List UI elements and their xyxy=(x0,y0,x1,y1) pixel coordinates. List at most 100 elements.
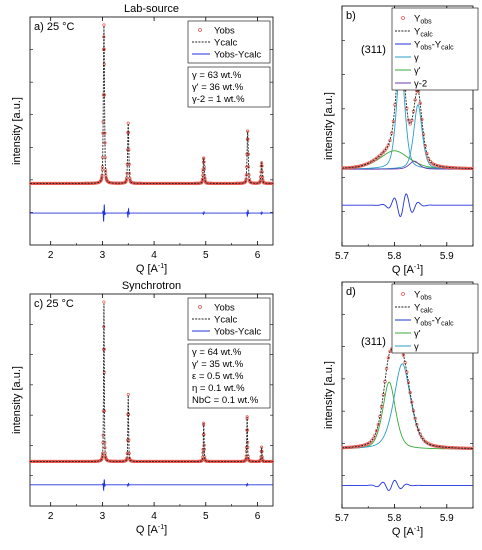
phase-fraction: γ-2 = 1 wt.% xyxy=(192,94,245,105)
yobs-point xyxy=(270,181,275,185)
legend-label: Yobs xyxy=(414,290,432,302)
yobs-point xyxy=(470,166,474,171)
panel-d: 5.7 5.8 5.9 Q [A-1] intensity [a.u.] d) (311) Y… xyxy=(323,281,479,538)
x-tick-label: 5 xyxy=(203,250,209,261)
x-tick-label: 6 xyxy=(255,511,261,522)
legend-label: Yobs-Ycalc xyxy=(414,40,454,52)
yobs-point xyxy=(457,446,461,450)
yobs-point xyxy=(369,439,374,443)
yobs-point xyxy=(129,180,133,184)
x-axis-label: Q [A-1] xyxy=(392,526,423,538)
x-tick-label: 5.8 xyxy=(387,513,401,524)
panel-label: b) xyxy=(346,10,356,22)
yobs-point xyxy=(126,392,130,397)
yobs-point xyxy=(383,148,387,152)
yobs-point xyxy=(428,159,432,164)
phase-fraction: NbC = 0.1 wt.% xyxy=(192,395,259,406)
yobs-point xyxy=(105,179,109,183)
x-tick-label: 4 xyxy=(151,250,157,261)
yobs-point xyxy=(260,449,264,453)
yobs-point xyxy=(460,446,464,450)
chart-title: Lab-source xyxy=(124,3,179,15)
legend-label: Ycalc xyxy=(414,303,433,315)
phase-fraction: γ' = 36 wt.% xyxy=(192,82,244,93)
yobs-point xyxy=(410,400,414,404)
ycalc-line xyxy=(341,348,473,449)
yobs-point xyxy=(366,161,370,165)
legend-label: Yobs-Ycalc xyxy=(214,327,261,338)
ycalc-line xyxy=(30,303,273,462)
yobs-point xyxy=(438,164,442,168)
legend-box xyxy=(391,7,479,91)
yobs-point xyxy=(453,446,458,450)
x-axis-label: Q [A-1] xyxy=(392,264,423,276)
yobs-point xyxy=(204,459,209,463)
x-tick-label: 4 xyxy=(151,511,157,522)
yobs-point xyxy=(435,163,439,168)
phase-box xyxy=(187,66,271,108)
x-tick-label: 2 xyxy=(48,511,54,522)
legend-label: Ycalc xyxy=(214,315,237,326)
yobs-point xyxy=(379,152,384,156)
phase-fraction: ε = 0.5 wt.% xyxy=(192,371,244,382)
phase-fraction: γ' = 35 wt.% xyxy=(192,359,244,370)
phase-curve xyxy=(341,381,473,450)
peak-label: (311) xyxy=(361,336,386,348)
legend-label: Yobs xyxy=(414,14,432,26)
y-axis-label: intensity [a.u.] xyxy=(323,361,335,429)
difference-line xyxy=(342,193,473,217)
peak-label: (311) xyxy=(361,44,386,56)
yobs-point xyxy=(102,23,106,27)
yobs-point xyxy=(344,166,349,170)
plot-frame xyxy=(341,281,474,509)
legend-label: Ycalc xyxy=(214,38,237,49)
legend-marker-yobs xyxy=(401,16,405,20)
plot-frame xyxy=(341,5,474,247)
yobs-point xyxy=(270,459,275,464)
chart-title: Synchrotron xyxy=(122,280,181,292)
y-axis-label: intensity [a.u.] xyxy=(11,97,23,165)
yobs-point xyxy=(371,436,375,441)
yobs-point xyxy=(102,47,106,52)
panel-label: d) xyxy=(346,286,356,298)
difference-line xyxy=(342,479,473,491)
legend-marker-yobs xyxy=(401,292,405,296)
yobs-point xyxy=(129,459,133,463)
legend-marker-yobs xyxy=(198,28,202,32)
yobs-point xyxy=(341,446,345,450)
phase-box xyxy=(187,343,271,409)
ycalc-line xyxy=(30,25,273,184)
difference-line xyxy=(30,479,273,492)
yobs-point xyxy=(105,458,109,462)
legend-label: γ-2 xyxy=(414,79,427,90)
yobs-point xyxy=(428,442,432,447)
legend-label: Yobs xyxy=(214,303,235,314)
yobs-point xyxy=(408,122,412,126)
y-axis-label: intensity [a.u.] xyxy=(11,366,23,434)
yobs-point xyxy=(420,117,424,121)
yobs-point xyxy=(102,300,106,304)
x-tick-label: 5.7 xyxy=(335,513,349,524)
y-axis-label: intensity [a.u.] xyxy=(323,92,335,160)
plot-frame xyxy=(29,293,274,507)
panel-b: 5.7 5.8 5.9 Q [A-1] intensity [a.u.] b) (311) Y… xyxy=(323,5,479,276)
phase-fraction: γ = 63 wt.% xyxy=(192,70,242,81)
legend-label: Yobs-Ycalc xyxy=(414,316,454,328)
plot-frame xyxy=(29,16,274,246)
legend-label: γ' xyxy=(414,66,421,77)
x-tick-label: 3 xyxy=(100,511,106,522)
panel-label: a) 25 °C xyxy=(34,21,75,33)
yobs-point xyxy=(416,428,421,432)
yobs-point xyxy=(401,353,406,357)
x-tick-label: 5.9 xyxy=(440,251,454,262)
yobs-point xyxy=(101,131,105,135)
phase-fraction: γ = 64 wt.% xyxy=(192,347,242,358)
yobs-point xyxy=(376,422,380,427)
yobs-point xyxy=(341,166,345,170)
yobs-point xyxy=(344,445,349,450)
x-tick-label: 5.7 xyxy=(335,251,349,262)
yobs-point xyxy=(386,356,390,360)
panel-a: Lab-source 2 3 4 5 6 Q [A-1] intensity [a.u.] a)… xyxy=(11,3,275,275)
yobs-point xyxy=(248,180,253,184)
